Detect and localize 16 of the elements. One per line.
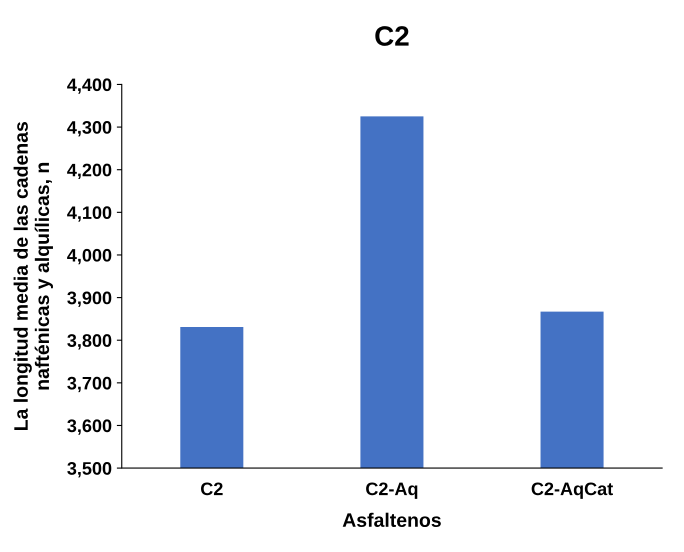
y-tick-label: 4,300 (67, 121, 112, 136)
y-tick-label: 3,800 (67, 334, 112, 350)
y-tick-label: 4,100 (67, 206, 112, 222)
x-tick-label: C2-Aq (366, 482, 418, 499)
y-axis-title: La longitud media de las cadenas nafténicas y alquílicas, n (14, 122, 53, 430)
y-tick-label: 3,500 (67, 462, 112, 478)
y-tick-label: 3,700 (67, 376, 112, 392)
x-tick-label: C2-AqCat (532, 482, 613, 499)
y-tick-label: 4,000 (67, 248, 112, 264)
y-tick-label: 3,600 (67, 419, 112, 435)
y-tick-label: 3,900 (67, 292, 112, 307)
chart-title: C2 (375, 26, 409, 46)
y-tick-label: 4,200 (67, 164, 112, 180)
y-tick-label: 4,400 (67, 78, 112, 94)
x-axis-title: Asfaltenos (342, 512, 441, 527)
x-tick-label: C2 (201, 482, 223, 496)
